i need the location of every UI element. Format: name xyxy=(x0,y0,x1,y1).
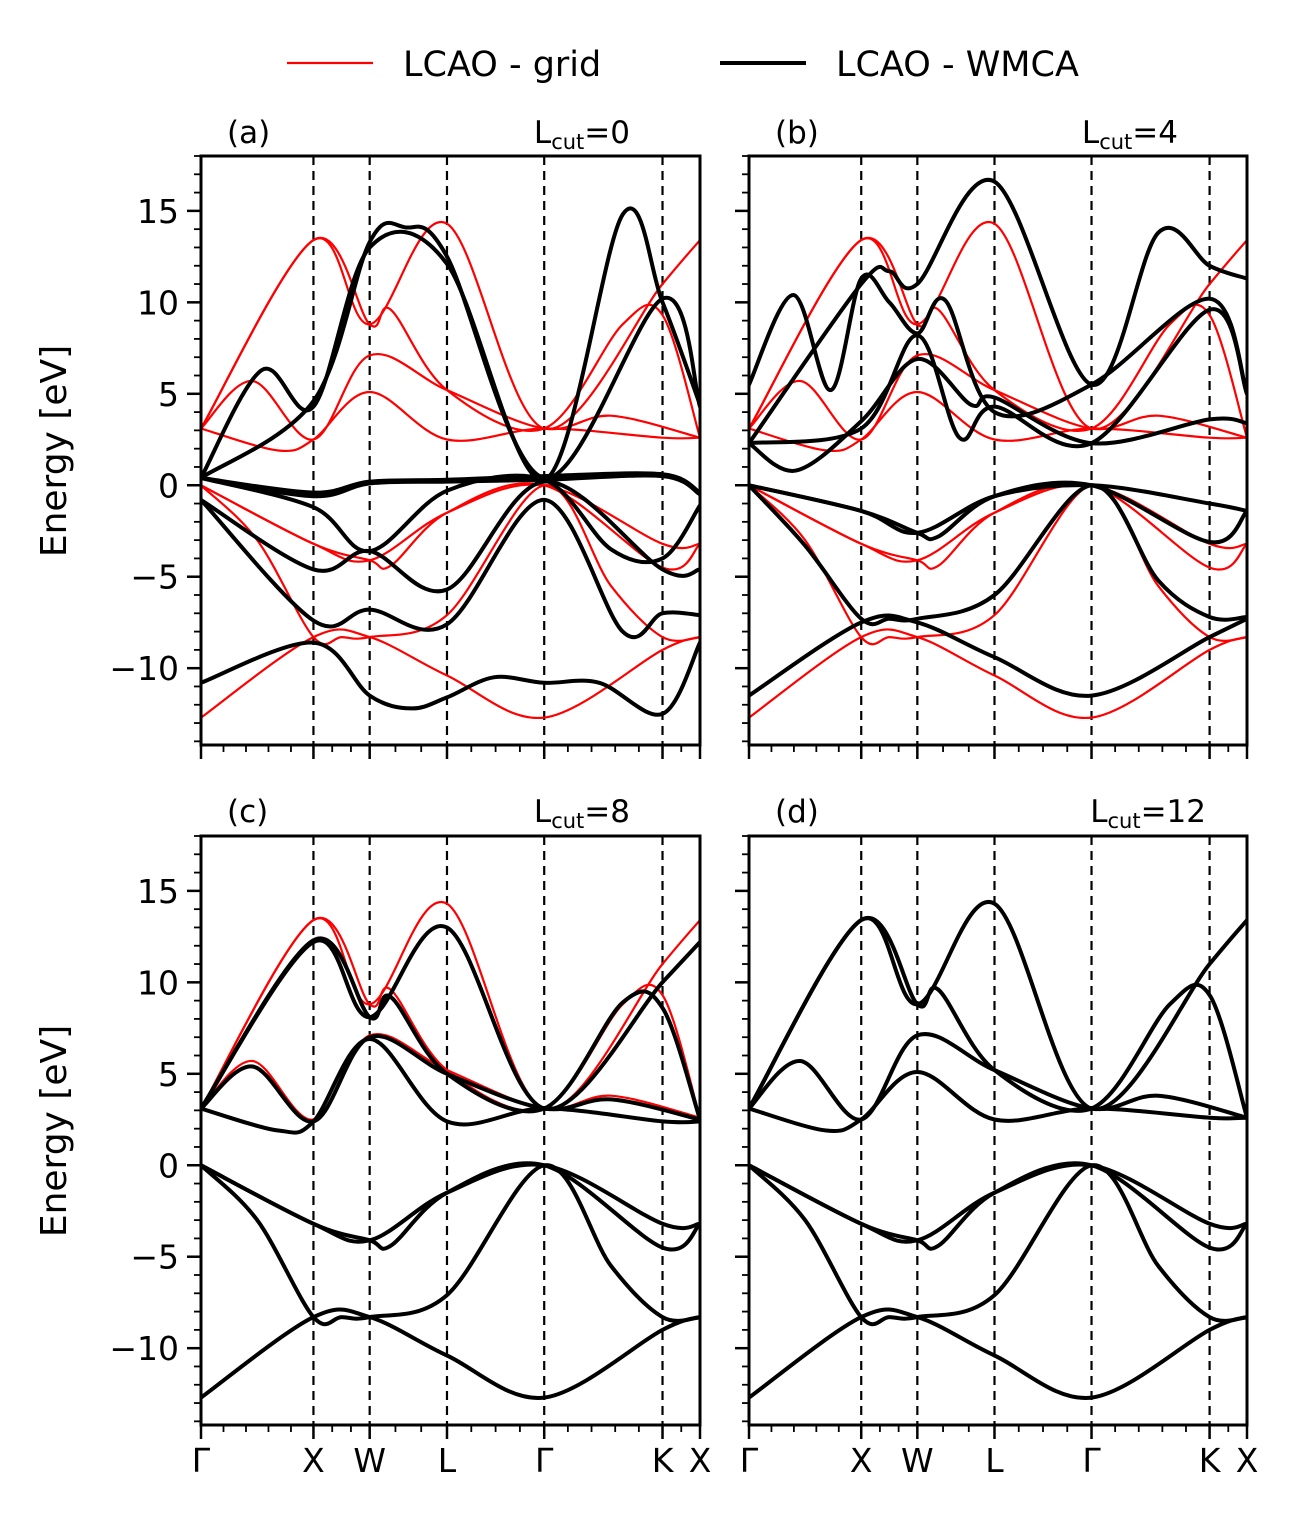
y-tick-label: 15 xyxy=(137,192,179,231)
legend-label-wmca: LCAO - WMCA xyxy=(836,45,1079,85)
band-grid-8 xyxy=(201,220,700,430)
band-lines xyxy=(749,899,1247,1400)
band-wmca-3 xyxy=(749,480,1247,545)
band-grid-6 xyxy=(749,352,1247,441)
x-tick-label: Γ xyxy=(535,1441,554,1480)
band-wmca-8 xyxy=(201,220,700,480)
band-wmca-8 xyxy=(749,899,1247,1111)
band-wmca-6 xyxy=(201,471,700,495)
band-wmca-2 xyxy=(749,483,1247,627)
band-wmca-2 xyxy=(201,497,700,640)
x-tick-label: Γ xyxy=(192,1441,211,1480)
y-tick-label: 0 xyxy=(158,1146,179,1185)
band-wmca-6 xyxy=(749,307,1247,449)
band-grid-8 xyxy=(749,220,1247,430)
panel-label: (d) xyxy=(775,794,819,830)
band-wmca-7 xyxy=(749,915,1247,1120)
band-grid-1 xyxy=(201,628,700,719)
panel-a: 15 10 5 0 −5 −10 (a) Lcut=0 xyxy=(109,115,702,759)
band-wmca-2 xyxy=(749,1163,1247,1327)
band-wmca-1 xyxy=(749,1307,1247,1400)
y-tick-label: −10 xyxy=(109,649,179,688)
band-grid-2 xyxy=(749,484,1247,646)
x-tick-label: X xyxy=(689,1441,712,1480)
band-wmca-8 xyxy=(201,924,700,1111)
band-grid-5 xyxy=(201,390,700,453)
band-wmca-1 xyxy=(201,1307,700,1400)
legend-label-grid: LCAO - grid xyxy=(403,45,601,85)
x-tick-label: Γ xyxy=(1082,1441,1101,1480)
band-lines xyxy=(749,177,1247,719)
panel-label: (b) xyxy=(775,115,819,151)
plot-frame xyxy=(199,834,702,1427)
panel-label: (c) xyxy=(227,794,268,830)
band-wmca-4 xyxy=(201,1162,700,1244)
y-axis-label-bottom: Energy [eV] xyxy=(34,1025,75,1237)
plot-frame xyxy=(747,154,1249,747)
band-grid-5 xyxy=(749,390,1247,453)
band-grid-2 xyxy=(201,484,700,646)
band-wmca-2 xyxy=(201,1163,700,1327)
x-tick-label: X xyxy=(302,1441,325,1480)
plot-frame xyxy=(199,154,702,747)
band-wmca-1 xyxy=(201,640,700,717)
y-tick-label: −5 xyxy=(130,558,179,597)
band-wmca-5 xyxy=(749,1070,1247,1133)
x-tick-label: W xyxy=(901,1441,934,1480)
x-tick-label: L xyxy=(438,1441,457,1480)
band-wmca-7 xyxy=(749,272,1247,419)
y-axis-label-top: Energy [eV] xyxy=(34,345,75,557)
lcut-title: Lcut=8 xyxy=(534,794,630,833)
band-wmca-4 xyxy=(749,1162,1247,1244)
band-lines xyxy=(201,900,700,1400)
lcut-title: Lcut=12 xyxy=(1090,794,1206,833)
band-grid-8 xyxy=(201,900,700,1110)
x-tick-label: L xyxy=(985,1441,1004,1480)
y-tick-label: −10 xyxy=(109,1329,179,1368)
band-wmca-3 xyxy=(201,479,700,594)
y-tick-label: 0 xyxy=(158,466,179,505)
y-tick-label: 5 xyxy=(158,1055,179,1094)
lcut-title: Lcut=4 xyxy=(1082,115,1178,154)
band-grid-6 xyxy=(201,1032,700,1121)
x-tick-label: X xyxy=(850,1441,873,1480)
plot-frame xyxy=(747,834,1249,1427)
band-lines xyxy=(201,206,700,719)
band-wmca-5 xyxy=(749,357,1247,473)
x-tick-label: Γ xyxy=(740,1441,759,1480)
x-tick-label: X xyxy=(1236,1441,1259,1480)
band-wmca-6 xyxy=(749,1032,1247,1122)
x-tick-label: W xyxy=(353,1441,386,1480)
band-wmca-1 xyxy=(749,613,1247,698)
band-wmca-7 xyxy=(201,936,700,1122)
panel-b: (b) Lcut=4 xyxy=(735,115,1249,759)
band-wmca-5 xyxy=(201,1037,700,1135)
lcut-title: Lcut=0 xyxy=(534,115,630,154)
y-tick-label: 15 xyxy=(137,872,179,911)
band-wmca-8 xyxy=(749,177,1247,446)
band-grid-1 xyxy=(749,628,1247,719)
band-grid-6 xyxy=(201,352,700,441)
x-tick-label: K xyxy=(1199,1441,1222,1480)
band-wmca-6 xyxy=(201,1033,700,1124)
y-tick-label: 10 xyxy=(137,283,179,322)
y-tick-label: 10 xyxy=(137,963,179,1002)
panel-label: (a) xyxy=(227,115,270,151)
y-tick-label: 5 xyxy=(158,375,179,414)
band-wmca-4 xyxy=(749,483,1247,535)
legend: LCAO - grid LCAO - WMCA xyxy=(287,45,1079,85)
band-grid-4 xyxy=(201,483,700,563)
y-tick-label: −5 xyxy=(130,1238,179,1277)
x-tick-label: K xyxy=(652,1441,675,1480)
